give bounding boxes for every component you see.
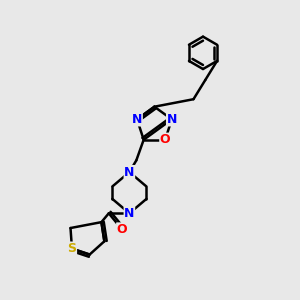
Text: O: O — [117, 223, 127, 236]
Text: N: N — [124, 207, 135, 220]
Text: N: N — [132, 113, 142, 126]
Text: O: O — [160, 133, 170, 146]
Text: N: N — [167, 113, 177, 126]
Text: S: S — [68, 242, 76, 255]
Text: N: N — [124, 166, 135, 178]
